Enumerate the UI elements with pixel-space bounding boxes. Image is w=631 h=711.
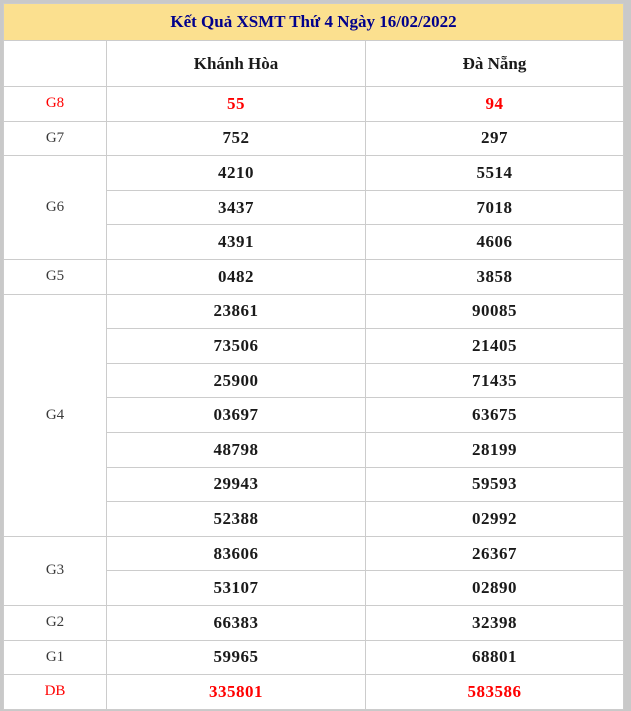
result-da-nang: 26367 [364, 535, 625, 572]
result-da-nang: 71435 [364, 362, 625, 399]
table-row: 52388 02992 [4, 501, 625, 537]
prize-label-g2: G2 [3, 604, 107, 641]
prize-label-g6: G6 [3, 155, 107, 260]
prize-label-db: DB [3, 674, 107, 710]
table-row: 03697 63675 [4, 397, 625, 433]
result-khanh-hoa: 4210 [106, 155, 366, 191]
result-da-nang: 21405 [364, 328, 625, 364]
table-row: 3437 7018 [4, 189, 625, 226]
result-khanh-hoa: 48798 [106, 431, 366, 468]
result-khanh-hoa: 4391 [106, 224, 366, 260]
lottery-results-panel: Kết Quả XSMT Thứ 4 Ngày 16/02/2022 Khánh… [2, 3, 625, 710]
result-da-nang: 5514 [364, 155, 625, 191]
page-title: Kết Quả XSMT Thứ 4 Ngày 16/02/2022 [2, 3, 625, 41]
results-tbody: Kết Quả XSMT Thứ 4 Ngày 16/02/2022 Khánh… [2, 3, 625, 710]
table-row: G8 55 94 [3, 86, 625, 122]
column-header-row: Khánh Hòa Đà Nẵng [3, 40, 625, 87]
result-da-nang: 28199 [364, 431, 625, 468]
table-row: G3 83606 26367 [3, 535, 625, 606]
result-da-nang: 59593 [364, 466, 625, 503]
column-header-khanh-hoa: Khánh Hòa [106, 40, 366, 87]
lottery-results-table: Kết Quả XSMT Thứ 4 Ngày 16/02/2022 Khánh… [2, 3, 625, 710]
result-da-nang: 02992 [364, 501, 625, 537]
result-khanh-hoa: 83606 [106, 535, 366, 572]
result-khanh-hoa: 23861 [106, 293, 366, 330]
result-khanh-hoa: 55 [106, 86, 366, 122]
table-row: G5 0482 3858 [3, 258, 625, 295]
result-khanh-hoa: 73506 [106, 328, 366, 364]
prize-label-g1: G1 [3, 639, 107, 676]
result-da-nang: 3858 [364, 258, 625, 295]
result-da-nang: 583586 [364, 674, 625, 710]
result-da-nang: 68801 [364, 639, 625, 676]
title-row: Kết Quả XSMT Thứ 4 Ngày 16/02/2022 [2, 3, 625, 41]
table-row: G1 59965 68801 [3, 639, 625, 676]
result-da-nang: 02890 [364, 570, 625, 606]
result-da-nang: 63675 [364, 397, 625, 433]
result-khanh-hoa: 52388 [106, 501, 366, 537]
prize-label-g5: G5 [3, 258, 107, 295]
corner-cell [3, 40, 107, 87]
result-khanh-hoa: 752 [106, 120, 366, 157]
result-khanh-hoa: 0482 [106, 258, 366, 295]
column-header-da-nang: Đà Nẵng [364, 40, 625, 87]
result-da-nang: 297 [364, 120, 625, 157]
table-row: G6 4210 5514 [3, 155, 625, 260]
table-row: 73506 21405 [4, 328, 625, 364]
table-row: 25900 71435 [4, 362, 625, 399]
result-khanh-hoa: 03697 [106, 397, 366, 433]
prize-label-g8: G8 [3, 86, 107, 122]
prize-label-g4: G4 [3, 293, 107, 537]
table-row: 29943 59593 [4, 466, 625, 503]
result-da-nang: 4606 [364, 224, 625, 260]
result-khanh-hoa: 66383 [106, 604, 366, 641]
result-da-nang: 90085 [364, 293, 625, 330]
table-row: G2 66383 32398 [3, 604, 625, 641]
result-khanh-hoa: 59965 [106, 639, 366, 676]
prize-label-g7: G7 [3, 120, 107, 157]
result-khanh-hoa: 53107 [106, 570, 366, 606]
result-khanh-hoa: 29943 [106, 466, 366, 503]
result-da-nang: 94 [364, 86, 625, 122]
prize-label-g3: G3 [3, 535, 107, 606]
result-khanh-hoa: 3437 [106, 189, 366, 226]
table-row: 53107 02890 [4, 570, 625, 606]
table-row: 4391 4606 [4, 224, 625, 260]
result-da-nang: 7018 [364, 189, 625, 226]
result-khanh-hoa: 335801 [106, 674, 366, 710]
result-da-nang: 32398 [364, 604, 625, 641]
result-khanh-hoa: 25900 [106, 362, 366, 399]
table-row: 48798 28199 [4, 431, 625, 468]
table-row: G7 752 297 [3, 120, 625, 157]
table-row: G4 23861 90085 [3, 293, 625, 537]
table-row: DB 335801 583586 [3, 674, 625, 710]
